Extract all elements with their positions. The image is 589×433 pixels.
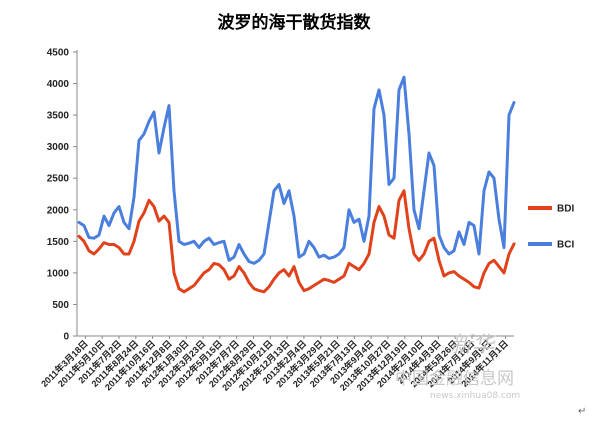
y-tick-label: 4500	[47, 48, 70, 59]
watermark-stamp: 新华	[450, 333, 497, 358]
legend: BDI BCI	[528, 204, 574, 251]
y-tick-label: 2500	[47, 174, 70, 185]
y-tick-label: 1000	[47, 268, 70, 279]
legend-label-bdi: BDI	[557, 204, 574, 215]
return-mark: ↵	[578, 406, 586, 417]
y-tick-label: 3000	[47, 142, 70, 153]
series-line-bdi	[77, 189, 516, 294]
legend-label-bci: BCI	[557, 240, 574, 251]
chart-title: 波罗的海干散货指数	[218, 12, 372, 33]
y-tick-label: 4000	[47, 79, 70, 90]
y-axis: 0 500 1000 1500 2000 2500 3000 3500 4000 4500	[47, 48, 78, 343]
watermark: 新华 中国金融信息网 news.xinhua08.com	[395, 333, 520, 401]
y-tick-label: 500	[52, 300, 69, 311]
y-tick-label: 2000	[47, 205, 70, 216]
plot-area	[77, 75, 516, 294]
x-axis: 2011年3月18日2011年5月10日2011年7月2日2011年8月24日2…	[39, 335, 514, 393]
watermark-sub: news.xinhua08.com	[430, 391, 520, 401]
y-tick-label: 3500	[47, 111, 70, 122]
y-tick-label: 0	[63, 332, 69, 343]
series-line-bci	[77, 75, 516, 265]
y-tick-label: 1500	[47, 237, 70, 248]
watermark-main: 中国金融信息网	[395, 369, 514, 389]
